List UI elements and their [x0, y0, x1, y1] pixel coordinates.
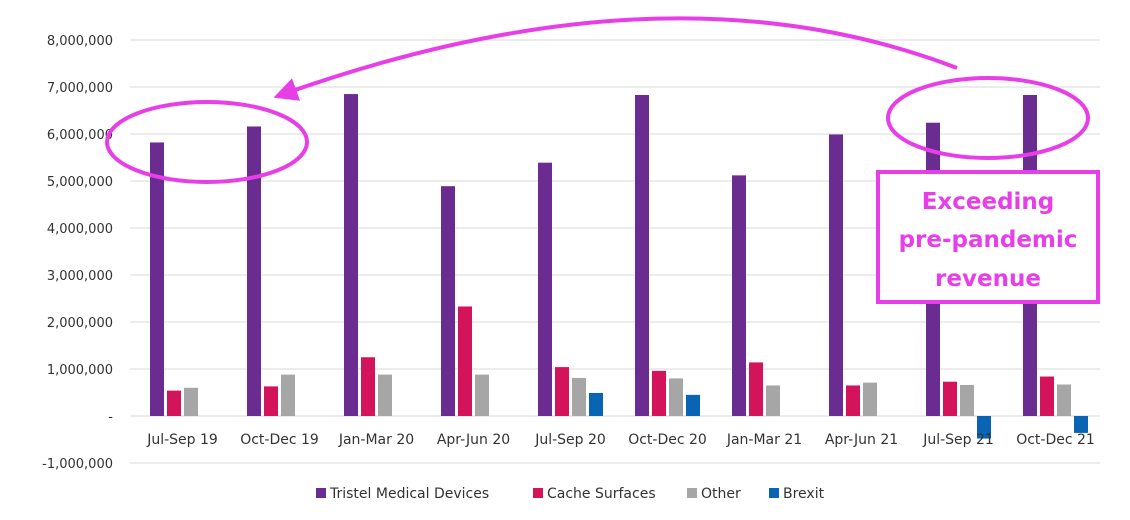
y-tick-label: 6,000,000 [47, 128, 113, 143]
y-tick-label: 1,000,000 [47, 363, 113, 378]
bar-tristel-medical-devices [829, 134, 843, 416]
bar-tristel-medical-devices [344, 94, 358, 417]
y-tick-label: - [108, 410, 113, 425]
x-tick-label: Oct-Dec 19 [240, 432, 319, 448]
legend: Tristel Medical Devices Cache Surfaces Oth… [316, 486, 825, 502]
bar-brexit [686, 394, 700, 416]
bar-tristel-medical-devices [635, 94, 649, 417]
y-tick-label: 7,000,000 [47, 81, 113, 96]
y-tick-label: 4,000,000 [47, 222, 113, 237]
bar-cache-surfaces [749, 362, 763, 416]
highlight-ellipse-left [105, 100, 309, 184]
bar-tristel-medical-devices [732, 175, 746, 416]
bar-cache-surfaces [555, 367, 569, 416]
bar-other [766, 385, 780, 416]
bar-cache-surfaces [846, 385, 860, 416]
bars [150, 94, 1088, 439]
x-tick-label: Jan-Mar 21 [726, 432, 802, 448]
bar-brexit [589, 392, 603, 416]
bar-other [475, 374, 489, 416]
x-tick-label: Oct-Dec 20 [628, 432, 707, 448]
legend-label: Brexit [783, 486, 825, 502]
y-tick-label: -1,000,000 [42, 457, 113, 472]
bar-other [572, 377, 586, 416]
annotation-text-line-3: revenue [935, 266, 1041, 292]
annotation-box [876, 170, 1100, 304]
legend-swatch [316, 488, 326, 498]
x-tick-label: Oct-Dec 21 [1016, 432, 1095, 448]
bar-other [1057, 384, 1071, 416]
x-tick-label: Jul-Sep 19 [146, 432, 218, 448]
y-axis: -1,000,000-1,000,0002,000,0003,000,0004,… [42, 34, 113, 472]
legend-swatch [687, 488, 697, 498]
bar-cache-surfaces [361, 357, 375, 416]
bar-cache-surfaces [264, 386, 278, 416]
x-tick-label: Jul-Sep 20 [534, 432, 606, 448]
x-tick-label: Apr-Jun 21 [825, 432, 898, 448]
bar-cache-surfaces [1040, 376, 1054, 416]
bar-tristel-medical-devices [150, 142, 164, 416]
y-tick-label: 8,000,000 [47, 34, 113, 49]
bar-tristel-medical-devices [538, 162, 552, 416]
legend-label: Tristel Medical Devices [329, 486, 489, 502]
y-tick-label: 5,000,000 [47, 175, 113, 190]
bar-cache-surfaces [167, 390, 181, 416]
legend-swatch [533, 488, 543, 498]
bar-cache-surfaces [943, 381, 957, 416]
bar-other [378, 374, 392, 416]
legend-swatch [769, 488, 779, 498]
bar-other [281, 374, 295, 416]
bar-other [669, 378, 683, 416]
annotation-layer: Exceeding pre-pandemic revenue [105, 16, 1100, 304]
annotation-text-line-2: pre-pandemic [899, 227, 1078, 253]
highlight-ellipse-right [886, 76, 1090, 160]
x-tick-label: Apr-Jun 20 [437, 432, 510, 448]
bar-tristel-medical-devices [441, 186, 455, 416]
bar-cache-surfaces [652, 370, 666, 416]
annotation-arrow [273, 16, 958, 101]
bar-brexit [977, 416, 991, 439]
legend-label: Cache Surfaces [547, 486, 656, 502]
y-tick-label: 2,000,000 [47, 316, 113, 331]
annotation-text-line-1: Exceeding [922, 189, 1055, 215]
bar-other [184, 387, 198, 416]
bar-other [863, 382, 877, 416]
bar-cache-surfaces [458, 306, 472, 416]
legend-label: Other [701, 486, 741, 502]
bar-brexit [1074, 416, 1088, 433]
bar-tristel-medical-devices [247, 126, 261, 416]
x-tick-label: Jul-Sep 21 [922, 432, 994, 448]
x-axis: Jul-Sep 19 Oct-Dec 19 Jan-Mar 20 Apr-Jun 20… [146, 432, 1095, 448]
x-tick-label: Jan-Mar 20 [338, 432, 414, 448]
bar-other [960, 384, 974, 416]
y-tick-label: 3,000,000 [47, 269, 113, 284]
